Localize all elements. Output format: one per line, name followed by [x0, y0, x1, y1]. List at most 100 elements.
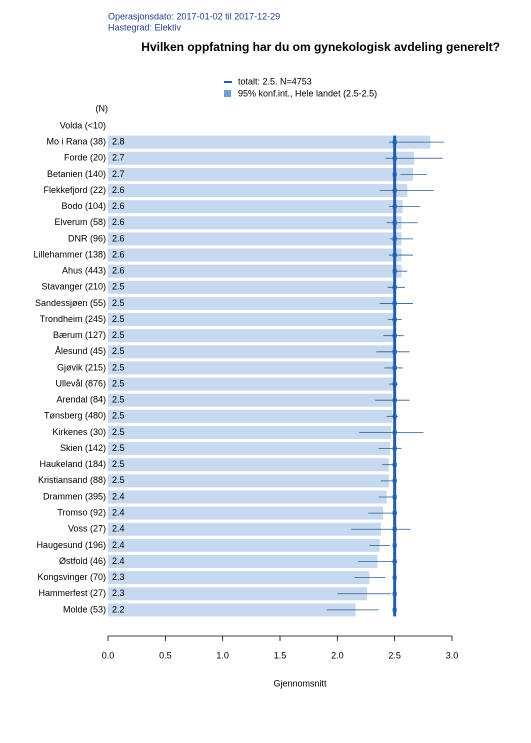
- value-label: 2.6: [112, 249, 125, 259]
- reference-dot: [392, 607, 397, 612]
- category-label: Haugesund (196): [36, 540, 106, 550]
- value-label: 2.6: [112, 185, 125, 195]
- bar: [108, 151, 415, 165]
- legend-label: totalt: 2.5. N=4753: [238, 76, 312, 86]
- bar: [108, 313, 395, 327]
- header-line: Hastegrad: Elektiv: [108, 22, 182, 32]
- value-label: 2.5: [112, 395, 125, 405]
- category-label: Elverum (58): [54, 217, 106, 227]
- x-tick-label: 1.5: [274, 650, 287, 660]
- category-label: Mo i Rana (38): [46, 137, 106, 147]
- x-tick-label: 2.0: [331, 650, 344, 660]
- value-label: 2.4: [112, 507, 125, 517]
- bar: [108, 248, 402, 262]
- value-label: 2.4: [112, 524, 125, 534]
- x-axis-label: Gjennomsnitt: [273, 678, 327, 688]
- value-label: 2.5: [112, 314, 125, 324]
- category-label: Arendal (84): [56, 395, 106, 405]
- value-label: 2.3: [112, 572, 125, 582]
- bar: [108, 184, 408, 198]
- category-label: Ahus (443): [62, 266, 106, 276]
- bar: [108, 442, 391, 456]
- category-label: Ullevål (876): [55, 378, 106, 388]
- category-label: Voss (27): [68, 524, 106, 534]
- category-label: Lillehammer (138): [33, 249, 106, 259]
- bar: [108, 458, 389, 472]
- category-label: DNR (96): [68, 233, 106, 243]
- bar: [108, 538, 380, 552]
- x-tick-label: 3.0: [446, 650, 459, 660]
- category-label: Gjøvik (215): [57, 362, 106, 372]
- x-tick-label: 1.0: [216, 650, 229, 660]
- category-label: Østfold (46): [59, 556, 106, 566]
- category-label: Molde (53): [63, 604, 106, 614]
- value-label: 2.7: [112, 153, 125, 163]
- value-label: 2.5: [112, 282, 125, 292]
- value-label: 2.5: [112, 378, 125, 388]
- bar: [108, 361, 394, 375]
- value-label: 2.4: [112, 556, 125, 566]
- bar: [108, 506, 384, 520]
- bar: [108, 490, 387, 504]
- bar: [108, 393, 393, 407]
- bar: [108, 474, 389, 488]
- category-label: Volda (<10): [60, 120, 106, 130]
- category-label: Haukeland (184): [39, 459, 106, 469]
- value-label: 2.7: [112, 169, 125, 179]
- category-label: Ålesund (45): [55, 346, 106, 356]
- value-label: 2.5: [112, 298, 125, 308]
- reference-dot: [392, 575, 397, 580]
- bar: [108, 167, 414, 181]
- value-label: 2.6: [112, 201, 125, 211]
- reference-dot: [392, 591, 397, 596]
- value-label: 2.4: [112, 491, 125, 501]
- value-label: 2.5: [112, 443, 125, 453]
- bar: [108, 216, 402, 230]
- bar: [108, 296, 396, 310]
- value-label: 2.5: [112, 459, 125, 469]
- bar: [108, 425, 392, 439]
- x-tick-label: 2.5: [388, 650, 401, 660]
- bar: [108, 135, 431, 149]
- value-label: 2.4: [112, 540, 125, 550]
- legend-swatch: [224, 90, 231, 97]
- category-label: Trondheim (245): [40, 314, 106, 324]
- category-label: Betanien (140): [47, 169, 106, 179]
- legend-label: 95% konf.int., Hele landet (2.5-2.5): [238, 88, 377, 98]
- value-label: 2.5: [112, 427, 125, 437]
- x-tick-label: 0.0: [102, 650, 115, 660]
- bar: [108, 571, 370, 585]
- bar: [108, 522, 381, 536]
- chart-title: Hvilken oppfatning har du om gynekologis…: [141, 40, 500, 54]
- n-header: (N): [96, 103, 109, 113]
- bar: [108, 555, 378, 569]
- value-label: 2.5: [112, 411, 125, 421]
- category-label: Kristiansand (88): [38, 475, 106, 485]
- bar: [108, 345, 394, 359]
- category-label: Bærum (127): [53, 330, 106, 340]
- value-label: 2.5: [112, 362, 125, 372]
- value-label: 2.6: [112, 217, 125, 227]
- category-label: Tønsberg (480): [44, 411, 106, 421]
- reference-dot: [392, 543, 397, 548]
- category-label: Forde (20): [64, 153, 106, 163]
- category-label: Stavanger (210): [41, 282, 106, 292]
- bar: [108, 200, 403, 214]
- category-label: Kirkenes (30): [52, 427, 106, 437]
- category-label: Bodo (104): [61, 201, 106, 211]
- bar: [108, 280, 396, 294]
- category-label: Sandessjøen (55): [35, 298, 106, 308]
- value-label: 2.5: [112, 346, 125, 356]
- header-line: Operasjonsdato: 2017-01-02 til 2017-12-2…: [108, 11, 280, 21]
- bar: [108, 329, 394, 343]
- value-label: 2.8: [112, 137, 125, 147]
- reference-dot: [392, 172, 397, 177]
- value-label: 2.5: [112, 330, 125, 340]
- bar: [108, 587, 368, 601]
- category-label: Flekkefjord (22): [43, 185, 106, 195]
- category-label: Hammerfest (27): [38, 588, 106, 598]
- value-label: 2.6: [112, 266, 125, 276]
- category-label: Kongsvinger (70): [37, 572, 106, 582]
- category-label: Tromso (92): [57, 507, 106, 517]
- bar: [108, 603, 356, 617]
